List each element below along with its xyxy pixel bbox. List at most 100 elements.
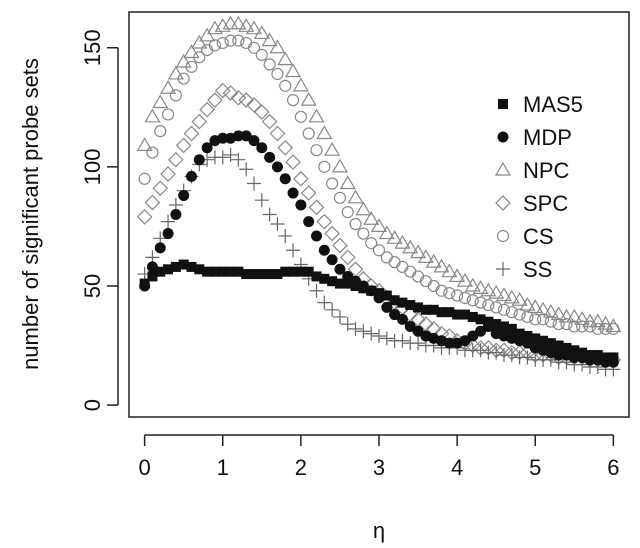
point-ss	[215, 150, 230, 165]
point-cs	[294, 110, 307, 123]
point-cs	[161, 108, 175, 121]
point-mas5	[241, 269, 252, 280]
point-ss	[379, 331, 394, 346]
point-spc	[207, 92, 223, 108]
point-npc	[597, 315, 614, 330]
plot-frame	[128, 11, 630, 418]
point-npc	[370, 218, 388, 233]
point-mas5	[553, 340, 564, 351]
point-cs	[591, 322, 604, 335]
point-mdp	[186, 170, 197, 182]
point-ss	[411, 336, 426, 351]
point-mas5	[155, 266, 166, 277]
point-cs	[279, 79, 292, 92]
point-mdp	[154, 242, 166, 254]
point-ss	[247, 176, 261, 191]
point-spc	[332, 237, 348, 254]
point-ss	[270, 217, 285, 232]
point-spc	[277, 139, 294, 156]
point-spc	[261, 113, 278, 130]
point-mas5	[413, 302, 424, 313]
legend-marker-cs	[496, 229, 510, 243]
point-cs	[552, 317, 565, 331]
point-npc	[253, 25, 270, 40]
point-cs	[154, 125, 167, 138]
point-mas5	[256, 269, 267, 280]
point-cs	[411, 270, 425, 283]
point-spc	[222, 85, 239, 101]
point-mdp	[482, 320, 494, 332]
x-tick-label: 6	[607, 455, 619, 480]
point-cs	[372, 244, 386, 257]
point-npc	[456, 273, 473, 287]
point-spc	[136, 209, 153, 225]
point-mdp	[256, 142, 268, 154]
point-mdp	[287, 187, 299, 199]
point-cs	[310, 144, 323, 157]
point-mas5	[170, 261, 181, 272]
point-cs	[419, 275, 432, 288]
point-cs	[427, 279, 440, 293]
point-npc	[550, 306, 567, 321]
point-npc	[269, 39, 286, 54]
legend-label-mas5: MAS5	[523, 92, 583, 117]
point-spc	[160, 166, 176, 182]
point-mdp	[568, 351, 580, 363]
point-cs	[443, 287, 456, 300]
point-cs	[599, 322, 612, 335]
point-npc	[175, 53, 192, 68]
point-npc	[316, 125, 333, 140]
point-cs	[146, 146, 159, 159]
point-spc	[300, 185, 317, 201]
point-npc	[331, 158, 348, 173]
point-npc	[378, 225, 395, 240]
y-tick-label: 0	[80, 399, 105, 411]
legend-label-mdp: MDP	[523, 125, 572, 150]
point-npc	[449, 268, 466, 283]
point-spc	[152, 180, 169, 197]
point-cs	[138, 172, 151, 185]
point-cs	[576, 320, 589, 333]
point-npc	[136, 137, 153, 152]
point-npc	[503, 289, 520, 304]
point-npc	[277, 51, 294, 66]
x-tick-label: 3	[373, 455, 385, 480]
point-cs	[505, 306, 518, 319]
series-ss	[137, 147, 621, 377]
point-mas5	[530, 333, 541, 344]
point-npc	[527, 299, 544, 314]
legend-label-ss: SS	[523, 257, 552, 282]
point-spc	[144, 194, 161, 211]
point-npc	[300, 91, 317, 106]
point-spc	[285, 154, 301, 170]
point-cs	[263, 58, 276, 71]
point-mas5	[405, 300, 416, 311]
point-mas5	[428, 304, 439, 315]
point-spc	[339, 249, 356, 266]
point-cs	[583, 320, 597, 333]
x-tick-label: 0	[139, 455, 151, 480]
point-mdp	[365, 285, 377, 297]
point-ss	[332, 309, 347, 324]
point-ss	[239, 162, 254, 177]
point-mdp	[279, 173, 291, 185]
point-npc	[292, 77, 309, 92]
point-npc	[199, 27, 216, 42]
point-npc	[402, 239, 419, 254]
y-tick-label: 100	[80, 148, 105, 185]
point-cs	[240, 36, 253, 50]
point-npc	[324, 141, 341, 156]
point-npc	[566, 308, 583, 323]
point-mas5	[311, 271, 322, 282]
point-mas5	[506, 323, 517, 334]
point-ss	[520, 350, 535, 365]
legend-label-npc: NPC	[523, 158, 570, 183]
point-mas5	[319, 273, 330, 284]
point-cs	[318, 160, 331, 173]
point-mas5	[420, 304, 431, 315]
point-cs	[482, 298, 495, 312]
y-axis-title: number of significant probe sets	[18, 58, 43, 370]
point-mas5	[397, 297, 408, 308]
point-mas5	[389, 295, 400, 306]
point-cs	[513, 308, 526, 321]
